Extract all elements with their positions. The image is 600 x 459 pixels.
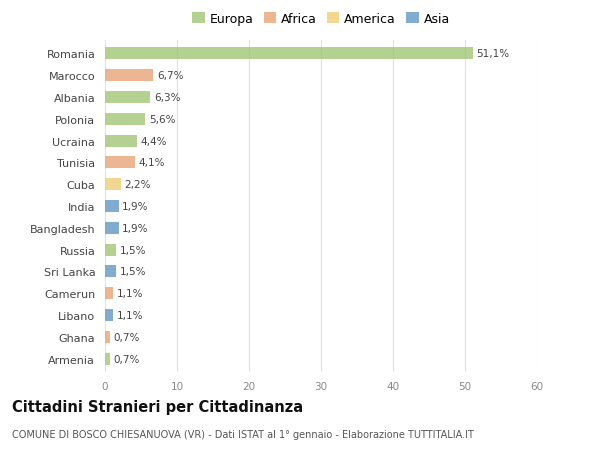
Bar bbox=[105, 114, 145, 126]
Bar bbox=[105, 135, 137, 147]
Bar bbox=[105, 244, 116, 256]
Text: 1,1%: 1,1% bbox=[116, 289, 143, 298]
Bar bbox=[105, 331, 110, 343]
Text: 0,7%: 0,7% bbox=[113, 332, 140, 342]
Bar bbox=[105, 353, 110, 365]
Bar bbox=[105, 179, 121, 191]
Text: 6,7%: 6,7% bbox=[157, 71, 184, 81]
Bar bbox=[105, 70, 153, 82]
Bar bbox=[105, 287, 113, 300]
Text: 5,6%: 5,6% bbox=[149, 115, 175, 124]
Text: 1,1%: 1,1% bbox=[116, 310, 143, 320]
Bar bbox=[105, 266, 116, 278]
Bar bbox=[105, 309, 113, 321]
Text: 1,5%: 1,5% bbox=[119, 245, 146, 255]
Text: Cittadini Stranieri per Cittadinanza: Cittadini Stranieri per Cittadinanza bbox=[12, 399, 303, 414]
Text: 51,1%: 51,1% bbox=[476, 50, 509, 59]
Text: 0,7%: 0,7% bbox=[113, 354, 140, 364]
Text: COMUNE DI BOSCO CHIESANUOVA (VR) - Dati ISTAT al 1° gennaio - Elaborazione TUTTI: COMUNE DI BOSCO CHIESANUOVA (VR) - Dati … bbox=[12, 429, 474, 439]
Bar bbox=[105, 157, 134, 169]
Legend: Europa, Africa, America, Asia: Europa, Africa, America, Asia bbox=[190, 11, 452, 28]
Text: 1,9%: 1,9% bbox=[122, 202, 149, 212]
Text: 4,1%: 4,1% bbox=[138, 158, 164, 168]
Text: 4,4%: 4,4% bbox=[140, 136, 167, 146]
Text: 2,2%: 2,2% bbox=[124, 180, 151, 190]
Text: 6,3%: 6,3% bbox=[154, 93, 181, 103]
Bar bbox=[105, 92, 151, 104]
Bar bbox=[105, 222, 119, 234]
Bar bbox=[105, 201, 119, 213]
Text: 1,5%: 1,5% bbox=[119, 267, 146, 277]
Text: 1,9%: 1,9% bbox=[122, 223, 149, 233]
Bar bbox=[105, 48, 473, 60]
